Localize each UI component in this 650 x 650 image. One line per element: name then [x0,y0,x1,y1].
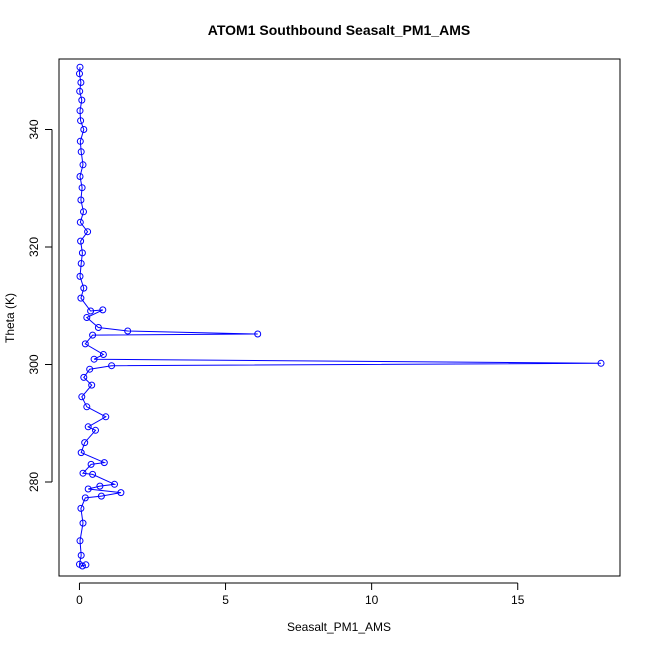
data-point [90,355,98,363]
data-point [87,460,95,468]
data-point [81,340,89,348]
data-point [79,161,87,169]
data-point [77,260,85,267]
data-point [96,482,104,490]
data-point [80,373,88,381]
data-point [102,413,110,421]
data-point [76,87,84,95]
series-line [78,67,602,567]
y-tick-label: 300 [27,354,41,374]
data-point [78,96,86,104]
data-point [88,381,96,389]
data-point [77,117,85,125]
x-tick-label: 10 [365,593,379,607]
data-point [76,137,84,145]
x-tick-label: 0 [76,593,83,607]
data-point [94,324,102,331]
data-point [79,519,87,527]
data-point [76,107,84,115]
data-marks [76,63,605,570]
y-tick-label: 340 [27,119,41,139]
x-axis-title: Seasalt_PM1_AMS [287,620,391,634]
data-point [111,480,118,488]
data-point [77,196,85,204]
data-point [99,351,107,358]
data-point [254,330,262,338]
data-point [79,469,87,477]
data-point [76,218,84,226]
data-point [83,314,91,321]
data-point [97,492,105,500]
data-point [108,362,116,370]
data-point [81,439,89,447]
data-point [76,537,84,545]
data-point [77,294,85,302]
data-point [597,359,605,367]
data-point [76,272,84,280]
y-tick-label: 280 [27,472,41,492]
data-point [77,504,85,512]
data-point [78,393,86,401]
data-point [80,208,87,216]
data-point [80,284,88,292]
data-point [86,365,94,373]
x-tick-label: 15 [511,593,525,607]
data-point [77,551,85,559]
data-point [124,327,132,335]
plot-frame [58,58,621,577]
data-point [82,561,90,569]
x-axis: 0 5 10 15 [76,582,525,607]
data-point [89,331,97,339]
x-tick-label: 5 [222,593,229,607]
data-point [78,184,86,192]
data-point [81,494,89,502]
data-point [76,70,83,78]
chart-title: ATOM1 Southbound Seasalt_PM1_AMS [208,22,470,38]
data-point [77,237,85,245]
data-point [84,423,92,431]
data-point [78,562,86,570]
data-point [117,489,125,497]
y-tick-label: 320 [27,237,41,257]
data-point [78,249,86,257]
data-point [87,307,95,315]
data-point [84,485,92,493]
data-point [99,306,107,314]
data-point [77,148,85,156]
data-point [76,173,84,180]
y-axis: 280 300 320 340 [27,119,53,492]
y-axis-title: Theta (K) [3,293,17,343]
data-point [83,403,91,411]
data-point [92,426,99,434]
data-point [77,79,85,86]
data-point [76,63,84,71]
data-point [100,459,108,467]
data-point [89,470,97,478]
data-point [84,228,92,236]
data-point [80,126,88,133]
data-point [77,449,85,457]
